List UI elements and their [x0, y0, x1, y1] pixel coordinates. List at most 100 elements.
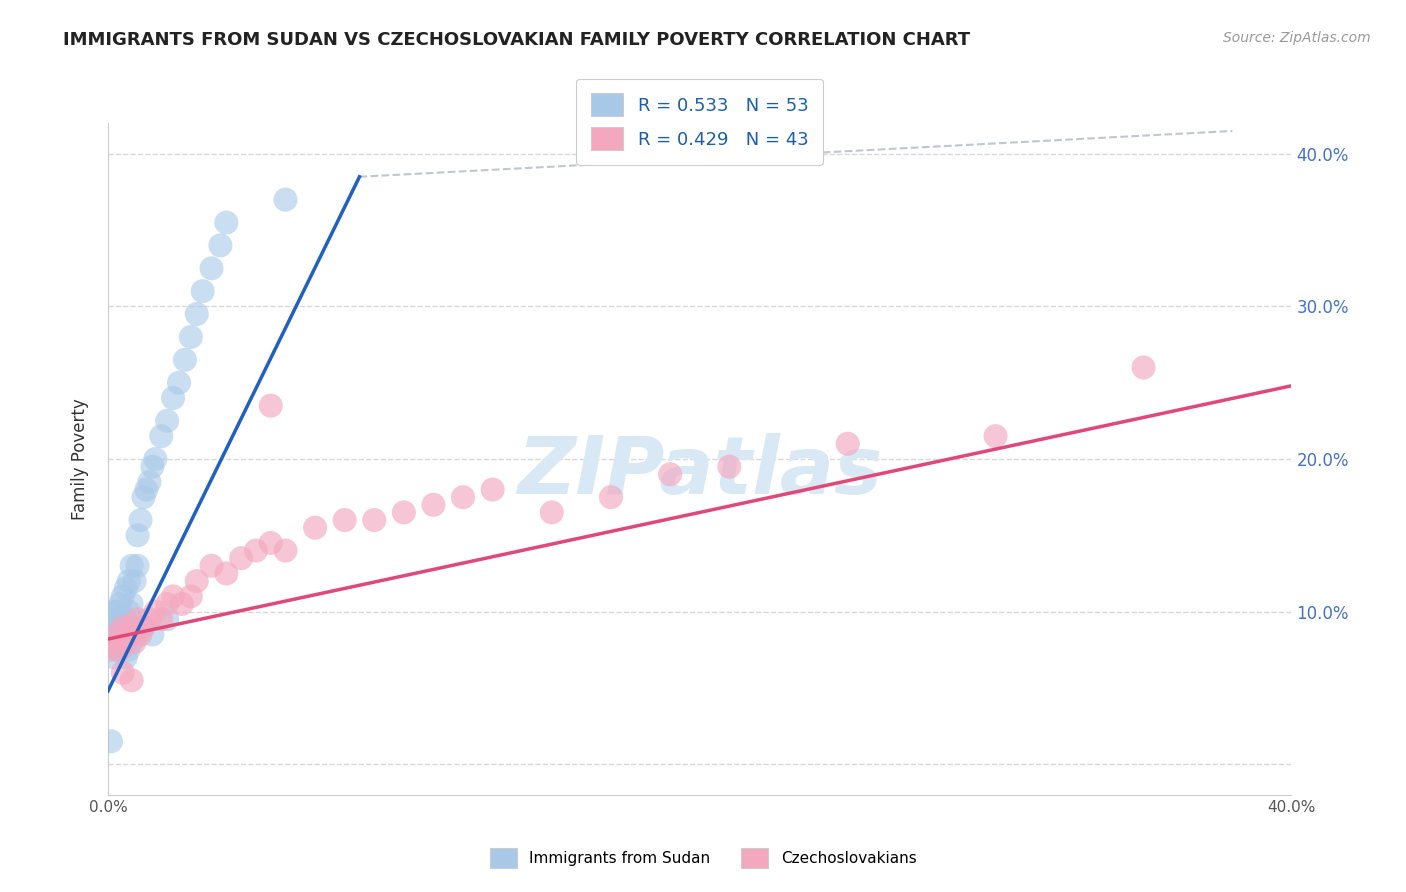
Point — [127, 627, 149, 641]
Point — [118, 642, 141, 657]
Point — [150, 429, 173, 443]
Point — [100, 635, 122, 649]
Point — [124, 574, 146, 588]
Point — [260, 399, 283, 413]
Point — [141, 459, 163, 474]
Point — [105, 627, 128, 641]
Point — [108, 597, 131, 611]
Point — [105, 605, 128, 619]
Point — [837, 437, 859, 451]
Point — [111, 665, 134, 680]
Point — [984, 429, 1007, 443]
Point — [156, 612, 179, 626]
Point — [103, 627, 125, 641]
Point — [180, 330, 202, 344]
Point — [103, 612, 125, 626]
Point — [100, 620, 122, 634]
Point — [129, 627, 152, 641]
Point — [143, 452, 166, 467]
Point — [135, 483, 157, 497]
Text: ZIPatlas: ZIPatlas — [517, 434, 882, 511]
Point — [180, 590, 202, 604]
Legend: R = 0.533   N = 53, R = 0.429   N = 43: R = 0.533 N = 53, R = 0.429 N = 43 — [576, 78, 823, 165]
Point — [127, 612, 149, 626]
Point — [200, 261, 222, 276]
Point — [156, 597, 179, 611]
Point — [114, 650, 136, 665]
Point — [132, 620, 155, 634]
Point — [121, 635, 143, 649]
Legend: Immigrants from Sudan, Czechoslovakians: Immigrants from Sudan, Czechoslovakians — [478, 836, 928, 880]
Point — [191, 284, 214, 298]
Point — [118, 605, 141, 619]
Point — [127, 528, 149, 542]
Point — [111, 620, 134, 634]
Point — [245, 543, 267, 558]
Point — [105, 635, 128, 649]
Point — [170, 597, 193, 611]
Point — [162, 590, 184, 604]
Point — [274, 193, 297, 207]
Point — [111, 590, 134, 604]
Point — [121, 597, 143, 611]
Point — [156, 414, 179, 428]
Point — [167, 376, 190, 390]
Point — [108, 612, 131, 626]
Point — [333, 513, 356, 527]
Point — [111, 635, 134, 649]
Point — [103, 605, 125, 619]
Point — [111, 627, 134, 641]
Point — [718, 459, 741, 474]
Point — [138, 612, 160, 626]
Point — [108, 642, 131, 657]
Point — [108, 642, 131, 657]
Point — [540, 505, 562, 519]
Point — [481, 483, 503, 497]
Point — [162, 391, 184, 405]
Point — [118, 574, 141, 588]
Point — [274, 543, 297, 558]
Point — [186, 574, 208, 588]
Point — [600, 490, 623, 504]
Point — [118, 627, 141, 641]
Point — [103, 650, 125, 665]
Point — [392, 505, 415, 519]
Point — [363, 513, 385, 527]
Point — [659, 467, 682, 482]
Point — [121, 673, 143, 688]
Point — [422, 498, 444, 512]
Point — [150, 612, 173, 626]
Point — [132, 620, 155, 634]
Point — [260, 536, 283, 550]
Text: Source: ZipAtlas.com: Source: ZipAtlas.com — [1223, 31, 1371, 45]
Point — [100, 642, 122, 657]
Y-axis label: Family Poverty: Family Poverty — [72, 398, 89, 520]
Point — [121, 558, 143, 573]
Point — [100, 734, 122, 748]
Point — [209, 238, 232, 252]
Point — [215, 215, 238, 229]
Point — [129, 513, 152, 527]
Point — [143, 605, 166, 619]
Point — [451, 490, 474, 504]
Point — [304, 521, 326, 535]
Point — [1132, 360, 1154, 375]
Point — [114, 635, 136, 649]
Point — [105, 642, 128, 657]
Point — [141, 627, 163, 641]
Point — [127, 558, 149, 573]
Point — [108, 627, 131, 641]
Point — [124, 635, 146, 649]
Point — [174, 352, 197, 367]
Point — [231, 551, 253, 566]
Point — [114, 612, 136, 626]
Point — [111, 620, 134, 634]
Point — [105, 620, 128, 634]
Point — [138, 475, 160, 489]
Point — [103, 635, 125, 649]
Text: IMMIGRANTS FROM SUDAN VS CZECHOSLOVAKIAN FAMILY POVERTY CORRELATION CHART: IMMIGRANTS FROM SUDAN VS CZECHOSLOVAKIAN… — [63, 31, 970, 49]
Point — [114, 582, 136, 596]
Point — [186, 307, 208, 321]
Point — [121, 620, 143, 634]
Point — [200, 558, 222, 573]
